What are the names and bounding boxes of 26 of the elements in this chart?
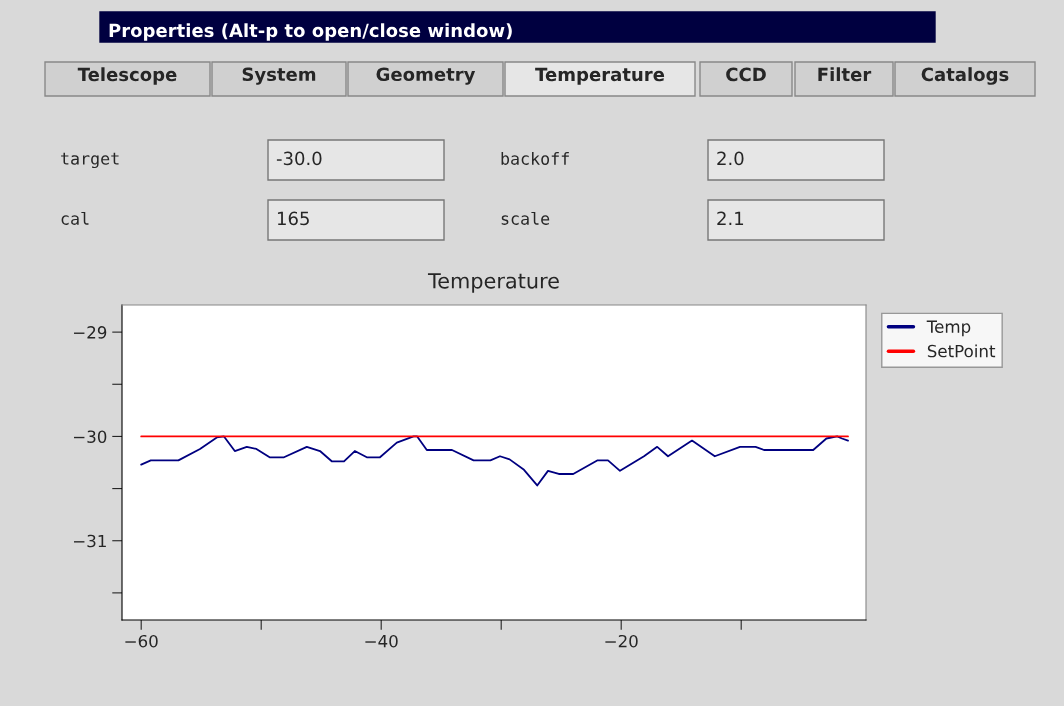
text: 2.1 [717, 211, 744, 225]
text: 2.0 [717, 151, 744, 166]
text: Temperature [535, 67, 665, 85]
text: Geometry [376, 67, 476, 85]
text: -30.0 [276, 151, 322, 166]
line-series [140, 435, 849, 487]
x-tick-label: −20 [605, 634, 638, 648]
text: Telescope [77, 67, 177, 85]
text: Filter [818, 67, 872, 82]
text: Catalogs [921, 67, 1009, 85]
legend-label: SetPoint [927, 344, 996, 358]
text: scale [501, 211, 550, 225]
y-tick-label: −30 [74, 430, 107, 443]
x-tick-label: −40 [365, 634, 398, 648]
text: CCD [726, 67, 766, 82]
text: cal [61, 211, 89, 225]
y-tick-label: −29 [74, 326, 107, 339]
chart-title: Temperature [427, 273, 559, 293]
text: target [61, 152, 119, 169]
text: 165 [277, 211, 309, 226]
text: Properties (Alt-p to open/close window) [109, 23, 512, 41]
legend-label: Temp [926, 320, 971, 337]
text: backoff [501, 151, 569, 165]
x-tick-label: −60 [125, 634, 158, 648]
text: System [242, 67, 316, 85]
y-tick-label: −31 [74, 534, 106, 548]
